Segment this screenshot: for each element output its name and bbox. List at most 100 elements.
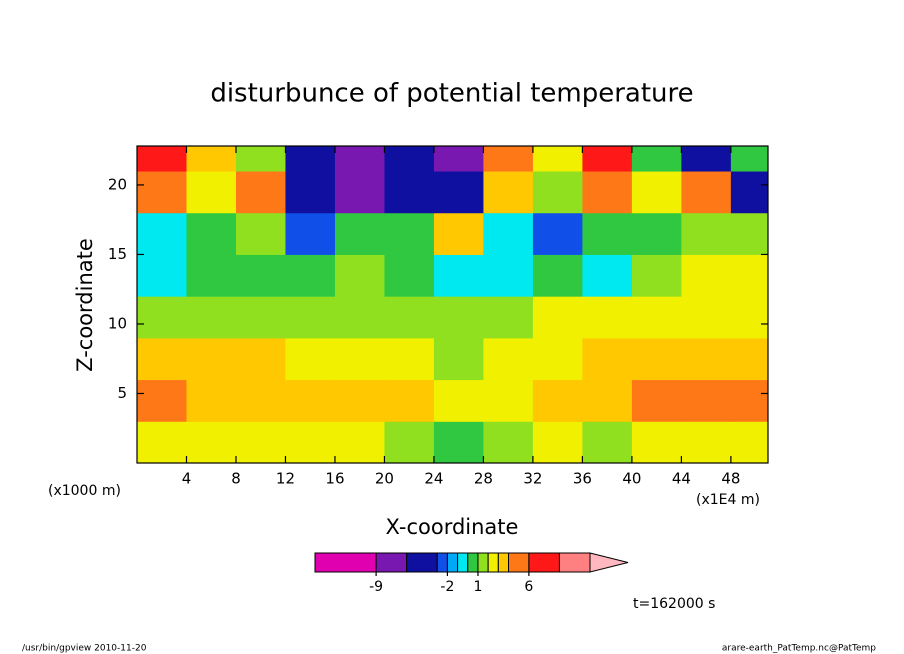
x-tick-label: 32 [523, 470, 542, 488]
field-cell [681, 212, 732, 255]
x-tick-label: 8 [231, 470, 241, 488]
field-cell [384, 421, 435, 463]
field-cell [730, 254, 768, 297]
field-cell [235, 421, 286, 463]
field-cell [285, 146, 336, 172]
field-cell [631, 296, 682, 339]
x-tick-label: 44 [672, 470, 691, 488]
field-cell [532, 296, 583, 339]
field-cell [384, 212, 435, 255]
field-cell [582, 171, 633, 214]
field-cell [235, 146, 286, 172]
field-cell [433, 379, 484, 422]
field-cell [433, 146, 484, 172]
x-tick-label: 12 [276, 470, 295, 488]
x-tick-label: 40 [622, 470, 641, 488]
field-cell [582, 421, 633, 463]
field-cell [681, 421, 732, 463]
field-cell [137, 254, 187, 297]
field-cell [384, 379, 435, 422]
field-cell [235, 254, 286, 297]
colorbar-tick-label: -2 [440, 579, 454, 595]
colorbar-segment [375, 552, 408, 573]
field-cell [681, 146, 732, 172]
y-tick-label: 15 [108, 245, 127, 263]
annotation: t=162000 s [633, 596, 715, 612]
colorbar-extension [589, 552, 629, 573]
field-cell [334, 146, 385, 172]
field-cell [483, 146, 534, 172]
field-cell [334, 254, 385, 297]
colorbar-segment [477, 552, 489, 573]
field-cell [186, 146, 237, 172]
field-cell [582, 212, 633, 255]
field-cell [532, 337, 583, 381]
field-cell [631, 254, 682, 297]
colorbar-segment [487, 552, 499, 573]
field-cell [137, 171, 187, 214]
field-cell [532, 379, 583, 422]
field-cell [631, 146, 682, 172]
field-cell [285, 212, 336, 255]
field-cell [235, 171, 286, 214]
field-cell [433, 421, 484, 463]
colorbar-segment [508, 552, 530, 573]
field-cell [186, 254, 237, 297]
field-cell [582, 146, 633, 172]
field-cell [433, 296, 484, 339]
field-cell [186, 296, 237, 339]
field-cell [235, 296, 286, 339]
y-tick-label: 10 [108, 314, 127, 332]
field-cell [137, 212, 187, 255]
field-cell [532, 421, 583, 463]
field-cell [186, 171, 237, 214]
field-cell [334, 171, 385, 214]
x-tick-label: 4 [182, 470, 192, 488]
field-cell [483, 212, 534, 255]
chart-title: disturbunce of potential temperature [210, 79, 693, 109]
colorbar-segment [406, 552, 438, 573]
field-cell [285, 296, 336, 339]
field-cell [334, 296, 385, 339]
field-cell [681, 296, 732, 339]
colorbar-segment [558, 552, 591, 573]
field-cell [631, 212, 682, 255]
field-cell [186, 337, 237, 381]
x-tick-label: 36 [573, 470, 592, 488]
x-axis-label: X-coordinate [386, 515, 519, 539]
field-cell [334, 212, 385, 255]
field-cell [730, 296, 768, 339]
colorbar-segment [436, 552, 448, 573]
field-cell [285, 171, 336, 214]
field-cell [285, 337, 336, 381]
field-cell [384, 146, 435, 172]
field-cell [384, 171, 435, 214]
field-cell [730, 379, 768, 422]
field-cell [681, 254, 732, 297]
field-cell [631, 337, 682, 381]
field-cell [433, 337, 484, 381]
field-cell [137, 296, 187, 339]
field-cell [384, 337, 435, 381]
x-tick-label: 16 [325, 470, 344, 488]
field-cell [582, 379, 633, 422]
colorbar-segment [457, 552, 469, 573]
x-unit-left: (x1000 m) [48, 483, 121, 499]
colorbar-tick-label: 6 [524, 579, 533, 595]
field-cell [186, 421, 237, 463]
colorbar-segment [446, 552, 459, 573]
field-cell [730, 146, 768, 172]
field-cell [730, 337, 768, 381]
field-cell [334, 379, 385, 422]
x-tick-label: 48 [721, 470, 740, 488]
x-tick-label: 24 [424, 470, 443, 488]
field-cell [483, 296, 534, 339]
field-cell [137, 379, 187, 422]
colorbar-segment [528, 552, 560, 573]
y-tick-label: 20 [108, 175, 127, 193]
field-cell [483, 171, 534, 214]
field-cell [483, 421, 534, 463]
y-tick-label: 5 [117, 384, 127, 402]
field-cell [285, 254, 336, 297]
